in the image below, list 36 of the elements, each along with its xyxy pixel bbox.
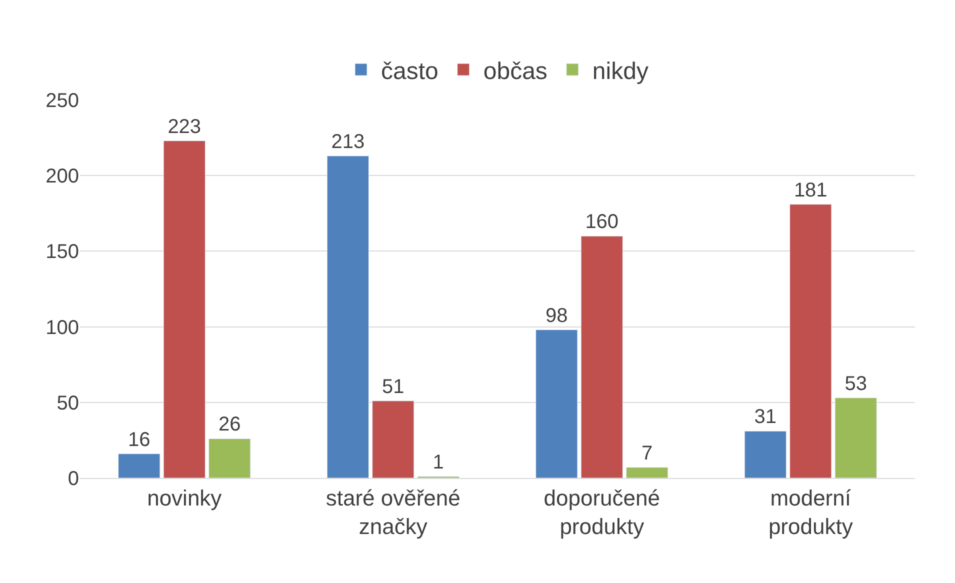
y-tick-label: 100 (46, 316, 79, 339)
bar (163, 140, 206, 478)
y-tick-label: 0 (68, 468, 79, 490)
data-label: 223 (168, 116, 202, 138)
bar (118, 454, 160, 478)
data-label: 1 (432, 451, 444, 474)
y-tick-label: 50 (56, 392, 79, 414)
data-label: 31 (754, 406, 777, 428)
bar (580, 236, 623, 478)
bar (326, 156, 369, 478)
data-label: 7 (642, 442, 653, 464)
data-label: 160 (585, 211, 619, 234)
x-tick-label: staré ověřené značky (326, 485, 460, 539)
legend-label: nikdy (592, 58, 648, 85)
bar (372, 400, 414, 478)
y-tick-label: 200 (46, 166, 79, 188)
legend-label: občas (483, 58, 548, 85)
legend-label: často (381, 58, 438, 85)
data-label: 181 (794, 179, 828, 202)
data-label: 26 (218, 414, 241, 436)
data-label: 16 (128, 428, 150, 451)
x-tick-label: doporučené produkty (544, 485, 660, 539)
bar (744, 430, 786, 478)
x-tick-label: novinky (147, 485, 222, 510)
bar (536, 330, 578, 478)
x-tick-label: moderní produkty (768, 485, 853, 539)
bar (834, 398, 877, 478)
bar (626, 467, 668, 478)
y-tick-label: 150 (46, 241, 79, 264)
bar (790, 204, 832, 478)
data-label: 53 (844, 372, 867, 395)
bar (208, 438, 251, 478)
data-label: 213 (331, 130, 365, 153)
y-tick-label: 250 (46, 90, 79, 112)
data-label: 98 (546, 304, 568, 327)
data-label: 51 (382, 376, 404, 398)
